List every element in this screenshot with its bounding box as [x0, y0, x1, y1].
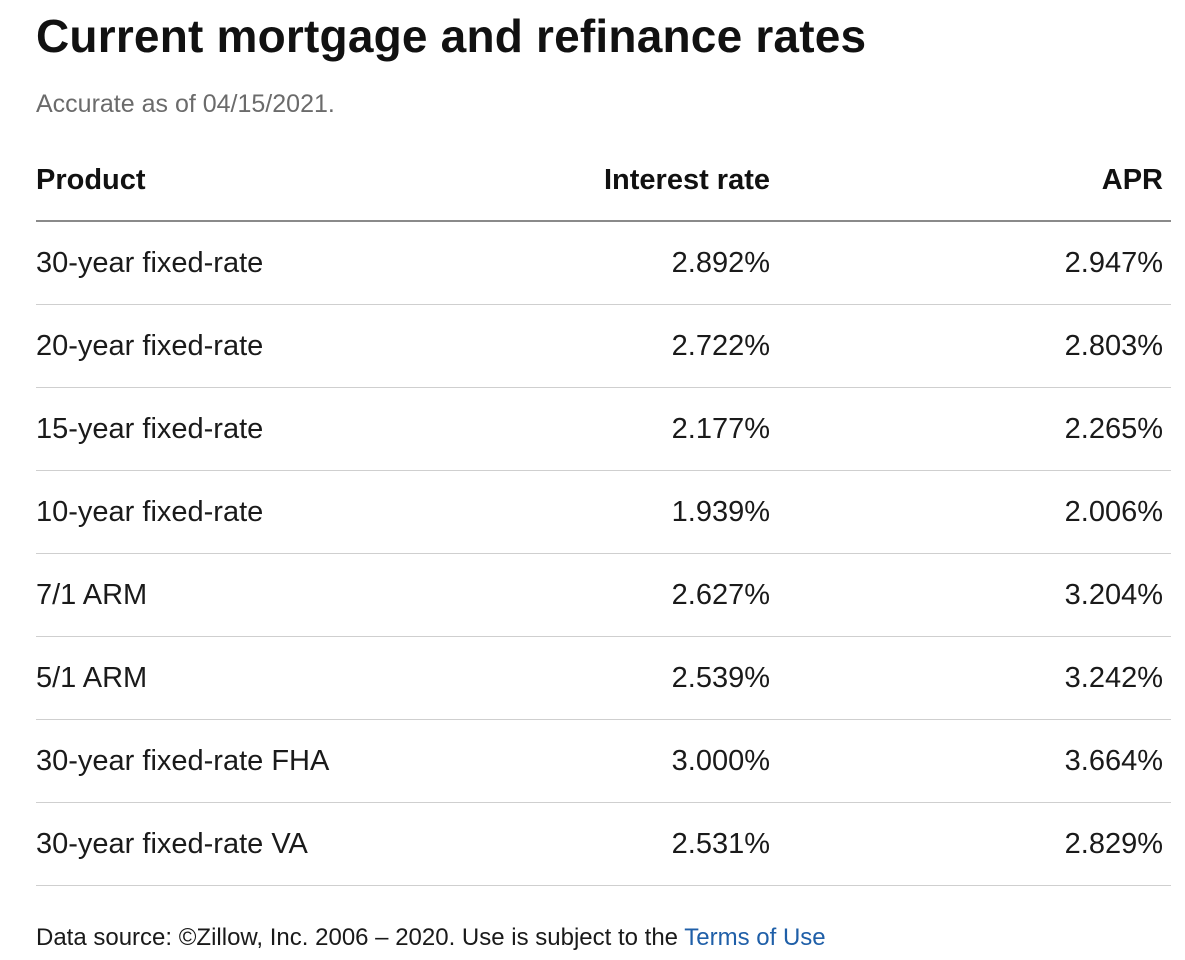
apr-cell: 2.006%: [770, 470, 1171, 554]
interest-rate-cell: 2.722%: [516, 304, 770, 388]
interest-rate-cell: 3.000%: [516, 719, 770, 803]
header-row: Product Interest rate APR: [36, 140, 1171, 222]
interest-rate-cell: 2.177%: [516, 387, 770, 471]
header-apr: APR: [770, 140, 1171, 222]
apr-cell: 2.265%: [770, 387, 1171, 471]
header-product: Product: [36, 140, 516, 222]
rates-table: Product Interest rate APR 30-year fixed-…: [36, 140, 1171, 886]
table-row: 20-year fixed-rate 2.722% 2.803%: [36, 304, 1171, 388]
table-row: 7/1 ARM 2.627% 3.204%: [36, 553, 1171, 637]
accuracy-date: Accurate as of 04/15/2021.: [36, 90, 335, 118]
apr-cell: 2.947%: [770, 221, 1171, 305]
product-cell: 15-year fixed-rate: [36, 387, 516, 471]
apr-cell: 2.803%: [770, 304, 1171, 388]
data-source-note: Data source: ©Zillow, Inc. 2006 – 2020. …: [36, 922, 826, 954]
interest-rate-cell: 2.539%: [516, 636, 770, 720]
table-row: 10-year fixed-rate 1.939% 2.006%: [36, 470, 1171, 554]
page-title: Current mortgage and refinance rates: [36, 10, 867, 62]
interest-rate-cell: 2.531%: [516, 802, 770, 886]
table-header: Product Interest rate APR: [36, 140, 1171, 222]
interest-rate-cell: 2.892%: [516, 221, 770, 305]
product-cell: 30-year fixed-rate FHA: [36, 719, 516, 803]
table-body: 30-year fixed-rate 2.892% 2.947% 20-year…: [36, 221, 1171, 886]
table-row: 30-year fixed-rate 2.892% 2.947%: [36, 221, 1171, 305]
table-row: 5/1 ARM 2.539% 3.242%: [36, 636, 1171, 720]
interest-rate-cell: 1.939%: [516, 470, 770, 554]
product-cell: 30-year fixed-rate: [36, 221, 516, 305]
table-row: 30-year fixed-rate VA 2.531% 2.829%: [36, 802, 1171, 886]
product-cell: 30-year fixed-rate VA: [36, 802, 516, 886]
interest-rate-cell: 2.627%: [516, 553, 770, 637]
apr-cell: 3.242%: [770, 636, 1171, 720]
apr-cell: 2.829%: [770, 802, 1171, 886]
product-cell: 20-year fixed-rate: [36, 304, 516, 388]
table-row: 30-year fixed-rate FHA 3.000% 3.664%: [36, 719, 1171, 803]
product-cell: 5/1 ARM: [36, 636, 516, 720]
table-row: 15-year fixed-rate 2.177% 2.265%: [36, 387, 1171, 471]
product-cell: 7/1 ARM: [36, 553, 516, 637]
product-cell: 10-year fixed-rate: [36, 470, 516, 554]
data-source-text: Data source: ©Zillow, Inc. 2006 – 2020. …: [36, 924, 685, 951]
terms-of-use-link[interactable]: Terms of Use: [684, 924, 826, 951]
apr-cell: 3.204%: [770, 553, 1171, 637]
apr-cell: 3.664%: [770, 719, 1171, 803]
header-interest-rate: Interest rate: [516, 140, 770, 222]
